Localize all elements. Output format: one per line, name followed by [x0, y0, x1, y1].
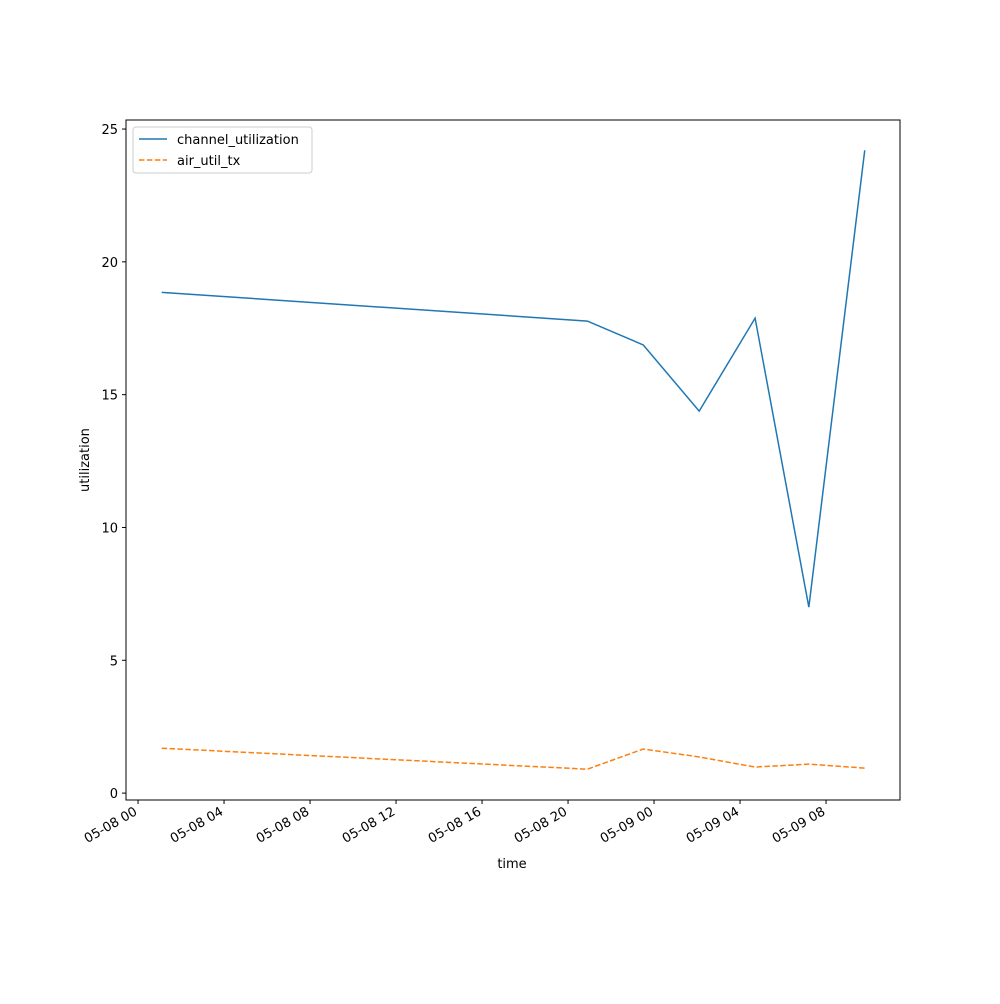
series-line	[161, 150, 866, 608]
legend-box	[132, 126, 313, 174]
x-axis-label: time	[497, 857, 526, 872]
legend-label: air_util_tx	[177, 154, 241, 169]
y-tick-label: 10	[101, 521, 118, 536]
y-tick-label: 5	[110, 654, 118, 669]
legend-label: channel_utilization	[177, 133, 299, 148]
y-tick-label: 20	[101, 256, 118, 271]
y-tick-label: 0	[110, 787, 118, 802]
y-axis-label: utilization	[78, 428, 93, 492]
series-line	[161, 747, 865, 770]
plot-frame	[125, 119, 901, 801]
y-tick-label: 25	[101, 123, 118, 138]
y-tick-label: 15	[101, 389, 118, 404]
